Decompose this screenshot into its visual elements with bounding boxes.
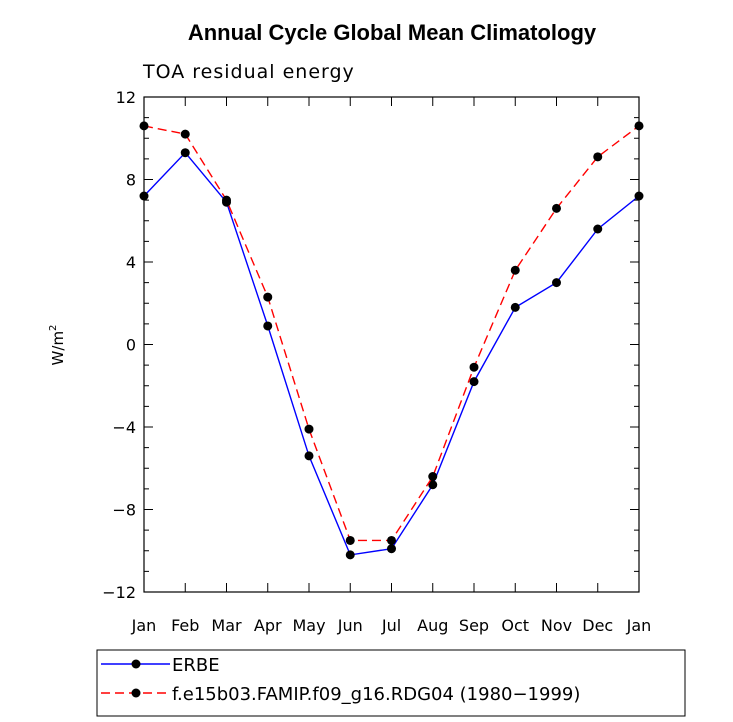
data-point: [387, 544, 396, 554]
data-point: [345, 535, 355, 545]
x-tick-label: Oct: [501, 616, 529, 635]
data-point: [552, 278, 561, 288]
legend-marker: [131, 688, 141, 698]
y-tick-label: 8: [126, 171, 136, 190]
y-axis-label-superscript: 2: [48, 325, 59, 331]
series-layer: [139, 121, 644, 560]
x-tick-label: Dec: [582, 616, 613, 635]
data-point: [428, 472, 438, 481]
tick-layer: 12 8 4 0 −4 −8 −12 Jan Feb Mar Apr May Jun Jul Aug Sep O…: [102, 88, 651, 635]
legend-label: ERBE: [172, 655, 220, 676]
x-tick-label: Nov: [541, 616, 572, 635]
y-tick-label: −8: [112, 501, 136, 520]
legend-box: [96, 649, 686, 717]
series-2: [139, 121, 644, 545]
chart-subtitle: TOA residual energy: [142, 61, 355, 83]
data-point: [634, 191, 644, 201]
data-point: [180, 148, 190, 158]
data-point: [345, 550, 355, 560]
x-tick-label: Jul: [381, 616, 401, 635]
x-tick-label: Apr: [254, 616, 282, 635]
data-point: [304, 451, 314, 461]
data-point: [469, 362, 479, 372]
data-point: [510, 302, 520, 312]
y-axis-title: W/m2: [48, 325, 67, 366]
x-tick-label: Jan: [131, 616, 157, 635]
x-tick-label: Jun: [337, 616, 363, 635]
data-point: [428, 480, 438, 490]
data-point: [139, 191, 149, 201]
data-point: [222, 195, 231, 205]
data-point: [552, 203, 561, 213]
y-axis-label: W/m: [49, 331, 67, 366]
x-tick-label: Jan: [626, 616, 652, 635]
chart-title: Annual Cycle Global Mean Climatology: [188, 20, 597, 45]
data-point: [263, 321, 273, 331]
data-point: [139, 121, 149, 131]
y-tick-label: −4: [112, 418, 136, 437]
data-point: [180, 129, 190, 139]
data-point: [263, 292, 273, 302]
data-point: [593, 152, 603, 162]
data-point: [593, 224, 603, 234]
legend-label: f.e15b03.FAMIP.f09_g16.RDG04 (1980−1999): [172, 684, 580, 705]
y-tick-label: 12: [116, 88, 136, 107]
plot-frame: [143, 96, 640, 593]
data-point: [510, 265, 520, 275]
data-point: [634, 121, 644, 131]
x-tick-label: Mar: [211, 616, 242, 635]
data-point: [304, 424, 314, 434]
x-tick-label: Feb: [171, 616, 199, 635]
x-tick-label: Sep: [459, 616, 489, 635]
plot-area: [143, 96, 640, 593]
legend: ERBE f.e15b03.FAMIP.f09_g16.RDG04 (1980−1…: [96, 649, 686, 717]
y-tick-label: 4: [126, 253, 136, 272]
legend-marker: [131, 659, 141, 669]
y-tick-label: 0: [126, 336, 136, 355]
x-tick-label: May: [292, 616, 325, 635]
series-line: [143, 125, 640, 542]
series-1: [139, 148, 644, 560]
data-point: [387, 535, 396, 545]
y-tick-label: −12: [102, 583, 136, 602]
series-line: [143, 151, 640, 556]
svg-text:W/m2: W/m2: [48, 325, 67, 366]
data-point: [469, 377, 479, 387]
x-tick-label: Aug: [417, 616, 448, 635]
